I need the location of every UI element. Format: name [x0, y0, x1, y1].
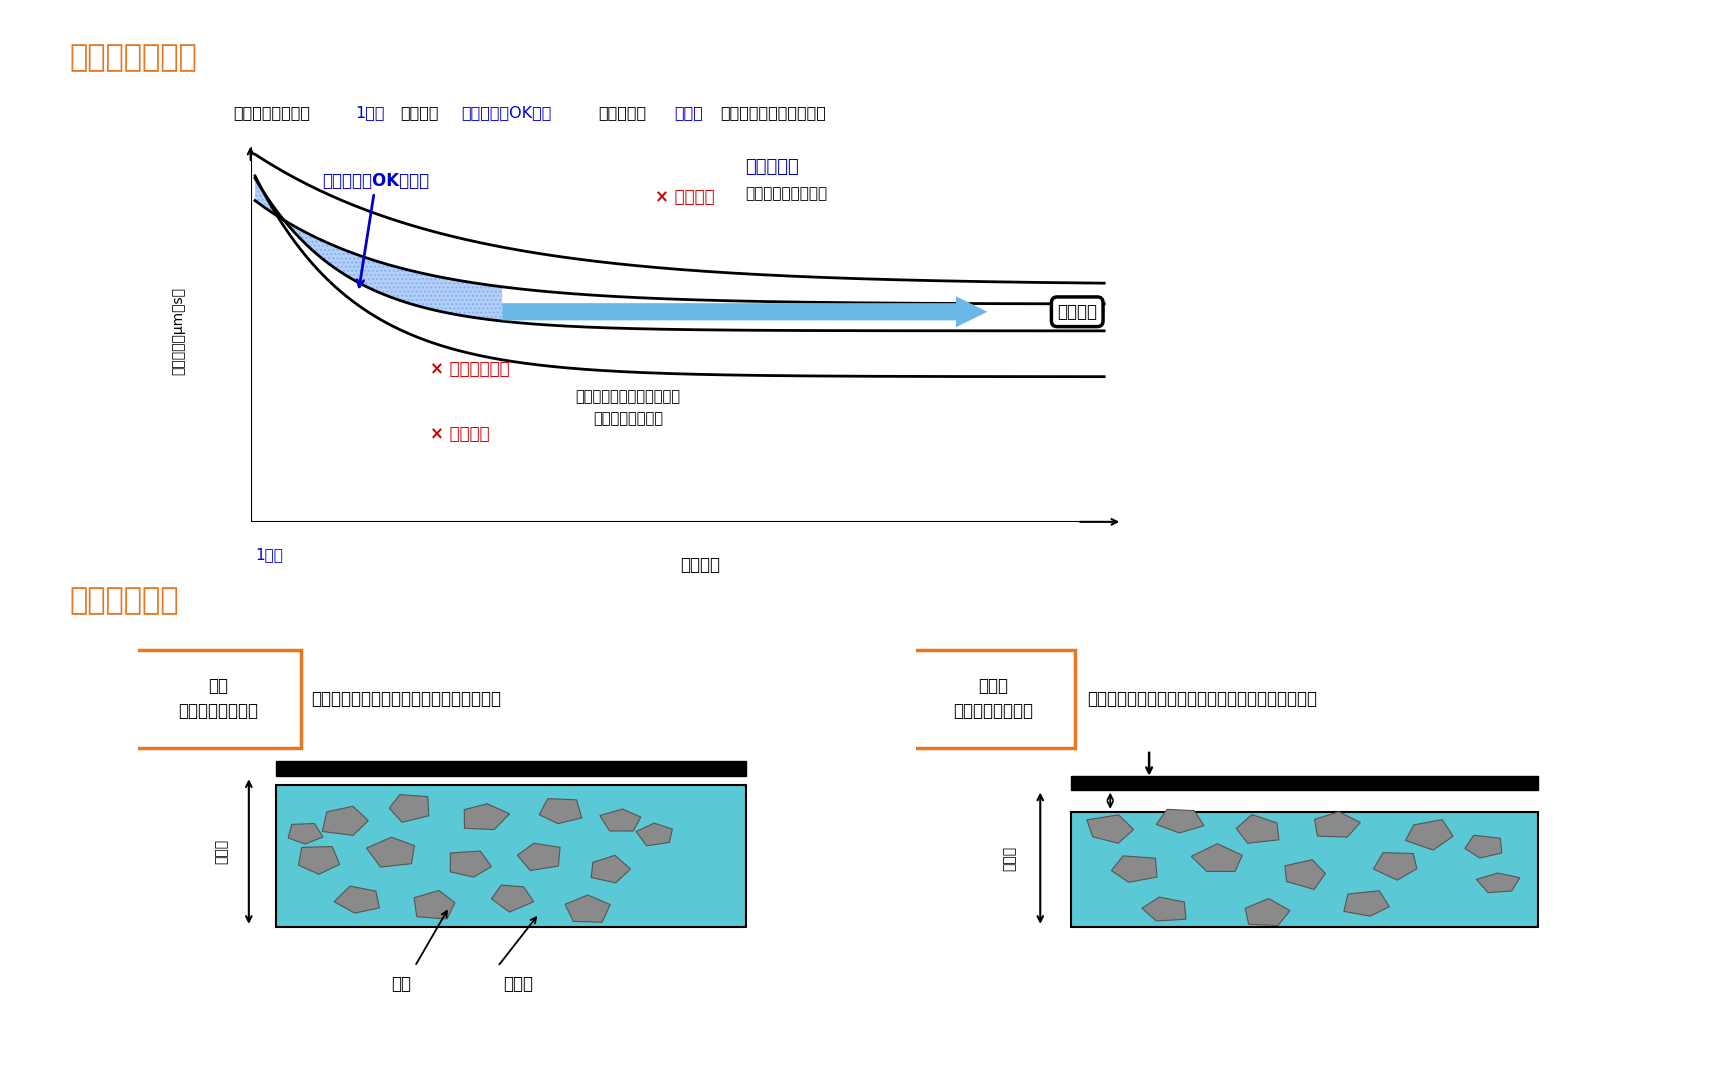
Polygon shape: [636, 823, 672, 846]
Polygon shape: [299, 847, 340, 875]
Polygon shape: [1286, 860, 1325, 890]
FancyBboxPatch shape: [135, 650, 301, 748]
FancyBboxPatch shape: [912, 650, 1075, 748]
Bar: [276, 785, 746, 926]
Text: 初期能率がOK範囲: 初期能率がOK範囲: [461, 105, 551, 121]
Text: 目高度: 目高度: [214, 839, 228, 864]
Text: 砥粒にダメージを与えず砥粒の適正量を突出させる: 砥粒にダメージを与えず砥粒の適正量を突出させる: [1087, 690, 1317, 708]
Text: ボンド: ボンド: [503, 975, 534, 993]
Text: 目立て
（ドレッシング）: 目立て （ドレッシング）: [954, 678, 1033, 721]
Polygon shape: [289, 823, 323, 844]
Polygon shape: [366, 837, 415, 867]
Polygon shape: [415, 891, 454, 919]
Text: 加工穴数: 加工穴数: [679, 556, 721, 575]
Bar: [276, 761, 746, 777]
Polygon shape: [539, 798, 582, 824]
Polygon shape: [1465, 835, 1502, 858]
Polygon shape: [517, 844, 560, 870]
Polygon shape: [1405, 820, 1453, 850]
Text: 「初期能率OK範囲」: 「初期能率OK範囲」: [323, 172, 430, 287]
Polygon shape: [1315, 811, 1360, 837]
Text: × 初期能率未達: × 初期能率未達: [430, 360, 510, 378]
Text: × 目つぶれ: × 目つぶれ: [430, 425, 491, 443]
Text: 目立ての考え方: 目立ての考え方: [69, 43, 197, 72]
Text: 成形
（ツルーイング）: 成形 （ツルーイング）: [178, 678, 257, 721]
Polygon shape: [491, 886, 534, 912]
Text: 安定域: 安定域: [674, 105, 703, 121]
Text: × 切れすぎ: × 切れすぎ: [655, 188, 715, 207]
Polygon shape: [451, 851, 491, 877]
Polygon shape: [1344, 891, 1389, 916]
Polygon shape: [1476, 873, 1521, 893]
Polygon shape: [1156, 809, 1204, 833]
Polygon shape: [1236, 815, 1279, 844]
Bar: [1071, 776, 1538, 790]
Polygon shape: [1111, 855, 1158, 882]
Text: 」に入り「: 」に入り「: [598, 105, 646, 121]
Polygon shape: [465, 804, 510, 830]
Text: 加工能率（μm／s）: 加工能率（μm／s）: [171, 287, 185, 374]
Polygon shape: [591, 855, 631, 883]
Text: 1穴目: 1穴目: [256, 547, 283, 562]
Text: 」から「: 」から「: [401, 105, 439, 121]
Polygon shape: [1374, 852, 1417, 880]
Text: 砥石の外径をそろえる＝砥石円筒度の確保: 砥石の外径をそろえる＝砥石円筒度の確保: [311, 690, 501, 708]
Polygon shape: [1142, 897, 1185, 921]
Polygon shape: [1087, 815, 1134, 844]
Text: 加工条件・砥石明細により
決定する加工能率: 加工条件・砥石明細により 決定する加工能率: [575, 388, 681, 426]
Polygon shape: [565, 895, 610, 922]
Text: 砥石寿命: 砥石寿命: [1058, 302, 1097, 321]
FancyArrow shape: [503, 296, 987, 327]
Text: 目高度: 目高度: [1002, 846, 1016, 870]
Text: （砥石の自生作用）: （砥石の自生作用）: [745, 186, 828, 201]
Polygon shape: [1191, 844, 1242, 872]
Polygon shape: [323, 806, 368, 835]
Text: 1穴目: 1穴目: [354, 105, 384, 121]
Text: 」に移行していく砥石面: 」に移行していく砥石面: [721, 105, 826, 121]
Polygon shape: [334, 887, 380, 914]
Bar: [1071, 811, 1538, 926]
Text: 「安定域」: 「安定域」: [745, 157, 798, 175]
Polygon shape: [1246, 898, 1291, 925]
Polygon shape: [389, 794, 429, 822]
Text: 最良な目立て＝「: 最良な目立て＝「: [233, 105, 311, 121]
Text: 目立ての特長: 目立ての特長: [69, 586, 178, 615]
Text: 砥粒: 砥粒: [391, 975, 411, 993]
Polygon shape: [600, 809, 641, 831]
